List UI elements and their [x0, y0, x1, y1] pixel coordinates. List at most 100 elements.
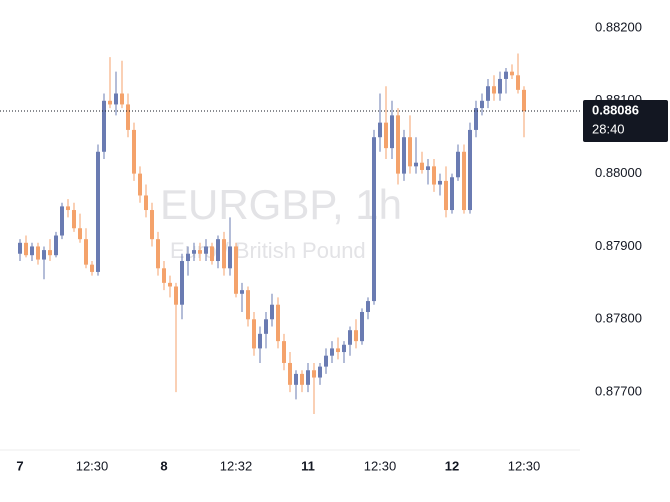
- candle-body: [204, 246, 208, 254]
- candle-body: [420, 162, 424, 170]
- x-tick-label: 12:30: [364, 458, 397, 473]
- candle-body: [348, 330, 352, 345]
- last-price-box: [583, 99, 668, 142]
- x-tick-label: 12:30: [76, 458, 109, 473]
- candle-body: [306, 370, 310, 385]
- candle-body: [168, 282, 172, 287]
- candle-body: [264, 319, 268, 334]
- y-tick-label: 0.88000: [595, 165, 642, 180]
- x-tick-label: 12:30: [508, 458, 541, 473]
- candle-body: [210, 246, 214, 262]
- candle-body: [192, 250, 196, 254]
- candle-body: [114, 93, 118, 105]
- candle-body: [294, 373, 298, 385]
- candle-body: [408, 137, 412, 167]
- candle-body: [186, 253, 190, 262]
- candle-body: [270, 304, 274, 320]
- candle-body: [288, 362, 292, 385]
- candle-body: [366, 301, 370, 312]
- candle-body: [324, 355, 328, 367]
- x-tick-label: 8: [160, 458, 167, 473]
- y-tick-label: 0.87700: [595, 384, 642, 399]
- candle-body: [486, 86, 490, 101]
- candle-body: [78, 228, 82, 240]
- candle-body: [222, 239, 226, 269]
- candle-body: [330, 348, 334, 356]
- candle-body: [516, 75, 520, 90]
- candle-body: [162, 268, 166, 283]
- candle-body: [504, 71, 508, 79]
- candle-body: [66, 206, 70, 211]
- candle-body: [456, 151, 460, 178]
- candle-body: [144, 195, 148, 211]
- x-tick-label: 7: [16, 458, 23, 473]
- candle-body: [468, 129, 472, 211]
- candle-body: [384, 122, 388, 149]
- candle-body: [18, 242, 22, 254]
- candle-body: [42, 250, 46, 260]
- candle-body: [354, 330, 358, 342]
- candle-body: [102, 100, 106, 152]
- candle-body: [24, 242, 28, 256]
- candle-body: [60, 206, 64, 236]
- candle-body: [120, 93, 124, 105]
- candle-body: [126, 104, 130, 130]
- candle-body: [150, 210, 154, 240]
- candle-body: [54, 235, 58, 256]
- candle-body: [318, 366, 322, 378]
- candle-body: [474, 108, 478, 130]
- candle-body: [174, 286, 178, 305]
- candle-body: [216, 239, 220, 262]
- x-tick-label: 12: [445, 458, 459, 473]
- candle-body: [246, 290, 250, 320]
- candle-body: [414, 162, 418, 167]
- x-tick-label: 11: [301, 458, 315, 473]
- watermark-title: EURGBP, 1h: [160, 181, 402, 228]
- candle-body: [72, 210, 76, 229]
- candle-body: [30, 246, 34, 256]
- y-tick-label: 0.87900: [595, 238, 642, 253]
- candle-body: [372, 137, 376, 302]
- candle-body: [180, 261, 184, 305]
- candle-body: [96, 151, 100, 272]
- candle-body: [378, 122, 382, 138]
- candle-body: [228, 246, 232, 269]
- candle-body: [438, 180, 442, 185]
- candle-body: [108, 100, 112, 105]
- last-price-label: 0.88086: [592, 102, 639, 117]
- y-tick-label: 0.87800: [595, 311, 642, 326]
- candle-body: [300, 373, 304, 385]
- candle-body: [156, 239, 160, 269]
- candle-body: [522, 89, 526, 111]
- candle-body: [258, 333, 262, 349]
- candle-body: [360, 311, 364, 342]
- candle-body: [498, 78, 502, 94]
- y-tick-label: 0.88200: [595, 19, 642, 34]
- x-tick-label: 12:32: [220, 458, 253, 473]
- candle-body: [396, 115, 400, 174]
- candle-body: [138, 173, 142, 196]
- candle-body: [312, 370, 316, 378]
- countdown-label: 28:40: [592, 121, 625, 136]
- candle-body: [234, 246, 238, 294]
- candle-body: [336, 348, 340, 353]
- candle-body: [48, 250, 52, 256]
- candle-body: [510, 71, 514, 76]
- candle-body: [252, 319, 256, 349]
- candle-body: [84, 239, 88, 265]
- candle-body: [480, 100, 484, 109]
- watermark-subtitle: Euro / British Pound: [170, 238, 366, 263]
- candle-body: [426, 166, 430, 170]
- candle-body: [342, 344, 346, 353]
- candle-body: [390, 115, 394, 149]
- candle-body: [462, 151, 466, 211]
- candle-body: [444, 180, 448, 211]
- candle-body: [276, 304, 280, 342]
- candle-body: [198, 250, 202, 254]
- candle-body: [432, 166, 436, 185]
- candle-body: [402, 137, 406, 174]
- candle-body: [90, 264, 94, 272]
- candle-body: [36, 246, 40, 260]
- candle-body: [240, 290, 244, 294]
